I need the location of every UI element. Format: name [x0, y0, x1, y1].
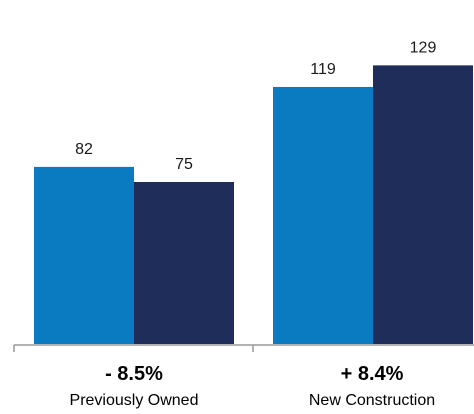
bar-previously-owned-1: [34, 166, 134, 344]
value-label-previously-owned-2: 75: [175, 156, 193, 173]
previously-owned-change-label: - 8.5%: [105, 363, 163, 385]
bar-previously-owned-2: [134, 182, 234, 344]
new-construction-change-label: + 8.4%: [341, 363, 404, 385]
x-axis: [13, 344, 474, 352]
bars-layer: [34, 65, 473, 345]
value-label-new-construction-1: 119: [310, 61, 336, 78]
bar-new-construction-1: [273, 86, 373, 345]
category-labels-layer: - 8.5% Previously Owned + 8.4% New Const…: [70, 363, 436, 409]
value-label-new-construction-2: 129: [410, 39, 437, 56]
previously-owned-category-label: Previously Owned: [70, 392, 199, 409]
value-label-previously-owned-1: 82: [75, 141, 93, 158]
new-construction-category-label: New Construction: [309, 392, 435, 409]
bar-new-construction-2: [373, 65, 473, 345]
value-labels-layer: 82 75 119 129: [75, 39, 436, 173]
